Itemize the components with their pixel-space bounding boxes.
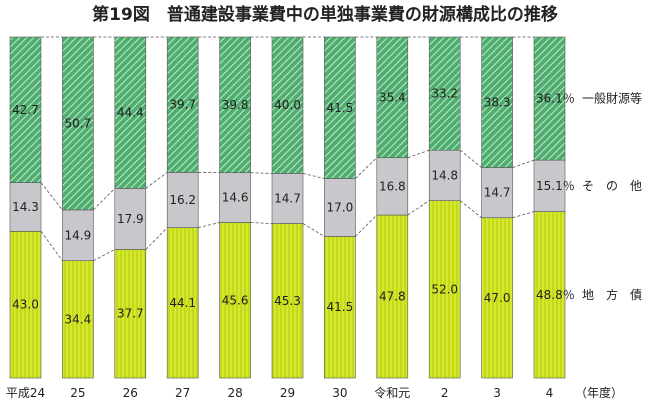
- legend-entry: 一般財源等: [582, 91, 642, 106]
- bar-segment: [166, 227, 199, 379]
- bar-segment: [219, 172, 251, 223]
- data-label: 45.3: [274, 294, 301, 308]
- connector-line: [512, 159, 535, 168]
- connector-line: [93, 249, 115, 262]
- data-label: 41.5: [327, 101, 354, 115]
- bar-segment: [428, 149, 461, 201]
- bar-segment: [9, 36, 42, 183]
- connector-line: [198, 222, 220, 229]
- data-label: 17.0: [327, 201, 354, 215]
- data-label: 38.3: [484, 95, 511, 109]
- connector-line: [459, 149, 482, 168]
- data-label: 43.0: [12, 298, 39, 312]
- bar-segment: [376, 157, 409, 216]
- data-label: 48.8％: [536, 288, 575, 302]
- x-tick-label: 27: [175, 386, 190, 400]
- connector-line: [145, 227, 168, 250]
- bar-segment: [324, 36, 356, 179]
- data-label: 47.0: [484, 291, 511, 305]
- connector-line: [355, 157, 378, 179]
- data-label: 41.5: [327, 300, 354, 314]
- x-tick-label: 令和元: [374, 385, 410, 400]
- x-tick-label: 25: [70, 386, 85, 400]
- bar-segment: [166, 36, 199, 173]
- x-tick-label: 4: [546, 386, 554, 400]
- connector-line: [302, 223, 325, 237]
- bar-segment: [166, 172, 199, 228]
- data-label: 14.9: [65, 228, 92, 242]
- data-label: 42.7: [12, 103, 39, 117]
- x-tick-label: 3: [493, 386, 501, 400]
- data-label: 16.8: [379, 179, 406, 193]
- x-tick-label: 28: [227, 386, 242, 400]
- bar-segment: [481, 36, 513, 168]
- data-label: 44.4: [117, 106, 144, 120]
- data-label: 39.8: [222, 98, 249, 112]
- bar-segment: [114, 249, 147, 379]
- x-tick-label: 29: [280, 386, 295, 400]
- bar-segment: [324, 178, 356, 237]
- bar-segment: [428, 36, 461, 151]
- x-axis-unit-label: （年度）: [575, 385, 623, 400]
- connector-line: [250, 222, 273, 224]
- connector-line: [250, 172, 273, 174]
- data-label: 45.6: [222, 293, 249, 307]
- x-tick-label: 30: [332, 386, 347, 400]
- chart-title: 第19図 普通建設事業費中の単独事業費の財源構成比の推移: [92, 5, 558, 25]
- data-label: 35.4: [379, 90, 406, 104]
- connector-line: [93, 188, 116, 211]
- bar-segment: [428, 200, 461, 379]
- connector-line: [407, 200, 430, 216]
- legend-entry: そ の 他: [582, 179, 642, 193]
- x-tick-label: 平成24: [6, 386, 45, 400]
- data-label: 14.7: [274, 191, 301, 205]
- data-label: 14.8: [431, 168, 458, 182]
- data-label: 14.3: [12, 200, 39, 214]
- bar-segment: [219, 36, 251, 174]
- data-label: 47.8: [379, 290, 406, 304]
- bar-segment: [62, 36, 94, 211]
- bar-segment: [9, 182, 42, 232]
- bar-segment: [271, 173, 304, 224]
- data-label: 14.6: [222, 191, 249, 205]
- bar-segment: [376, 36, 409, 159]
- data-label: 34.4: [65, 312, 92, 326]
- connector-line: [40, 231, 63, 261]
- connector-line: [407, 149, 430, 159]
- bar-segment: [533, 36, 566, 161]
- bar-segment: [481, 167, 513, 219]
- legend-entry: 地 方 債: [582, 287, 642, 302]
- data-label: 52.0: [431, 282, 458, 296]
- bar-segment: [62, 260, 94, 379]
- data-label: 37.7: [117, 307, 144, 321]
- bar-segment: [62, 209, 94, 261]
- data-label: 39.7: [169, 98, 196, 112]
- bar-segment: [324, 236, 356, 379]
- data-label: 16.2: [169, 193, 196, 207]
- bar-segment: [533, 159, 566, 212]
- bar-segment: [271, 223, 304, 379]
- bar-segment: [9, 231, 42, 379]
- data-label: 14.7: [484, 186, 511, 200]
- x-tick-label: 26: [123, 386, 138, 400]
- data-label: 50.7: [65, 116, 92, 130]
- data-label: 44.1: [169, 296, 196, 310]
- connector-line: [355, 214, 378, 237]
- data-label: 15.1％: [536, 179, 575, 193]
- bar-segment: [114, 188, 147, 250]
- data-label: 36.1％: [536, 92, 575, 106]
- connector-line: [459, 200, 482, 219]
- connector-line: [145, 172, 168, 189]
- x-tick-label: 2: [441, 386, 449, 400]
- connector-line: [302, 173, 325, 179]
- connector-line: [512, 211, 535, 219]
- connector-line: [40, 182, 63, 211]
- bar-segment: [114, 36, 147, 189]
- data-label: 17.9: [117, 212, 144, 226]
- data-label: 33.2: [431, 87, 458, 101]
- bar-segment: [219, 222, 251, 379]
- data-label: 40.0: [274, 98, 301, 112]
- bar-segment: [271, 36, 304, 174]
